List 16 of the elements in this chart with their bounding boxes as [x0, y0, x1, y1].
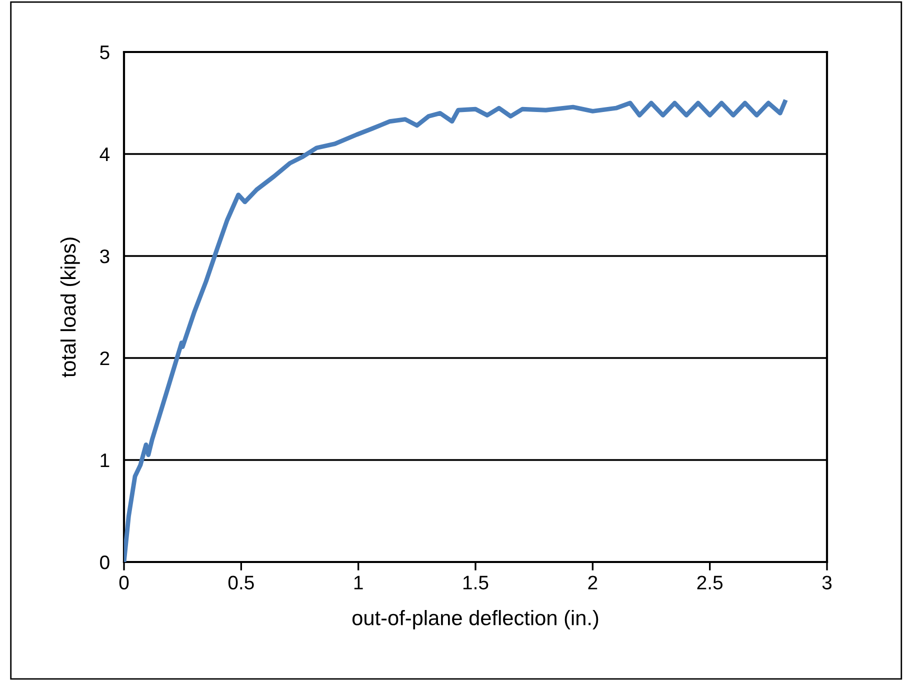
x-tick-label: 1: [354, 576, 363, 590]
y-tick-label: 4: [100, 148, 110, 162]
y-tick-label: 5: [100, 46, 110, 60]
x-tick-label: 0.5: [228, 576, 254, 590]
line-series: [124, 100, 788, 562]
x-tick-label: 3: [822, 576, 832, 590]
y-tick-label: 2: [100, 351, 110, 366]
x-tick-label: 2: [588, 576, 598, 590]
x-axis-title: out-of-plane deflection (in.): [352, 610, 598, 630]
y-axis-title: total load (kips): [60, 238, 80, 378]
x-tick-label: 1.5: [463, 576, 488, 590]
y-tick-label: 0: [100, 555, 110, 570]
x-tick-label: 0: [119, 576, 129, 590]
y-tick-label: 1: [100, 454, 110, 468]
x-tick-label: 2.5: [697, 576, 723, 590]
y-tick-label: 3: [100, 249, 110, 264]
